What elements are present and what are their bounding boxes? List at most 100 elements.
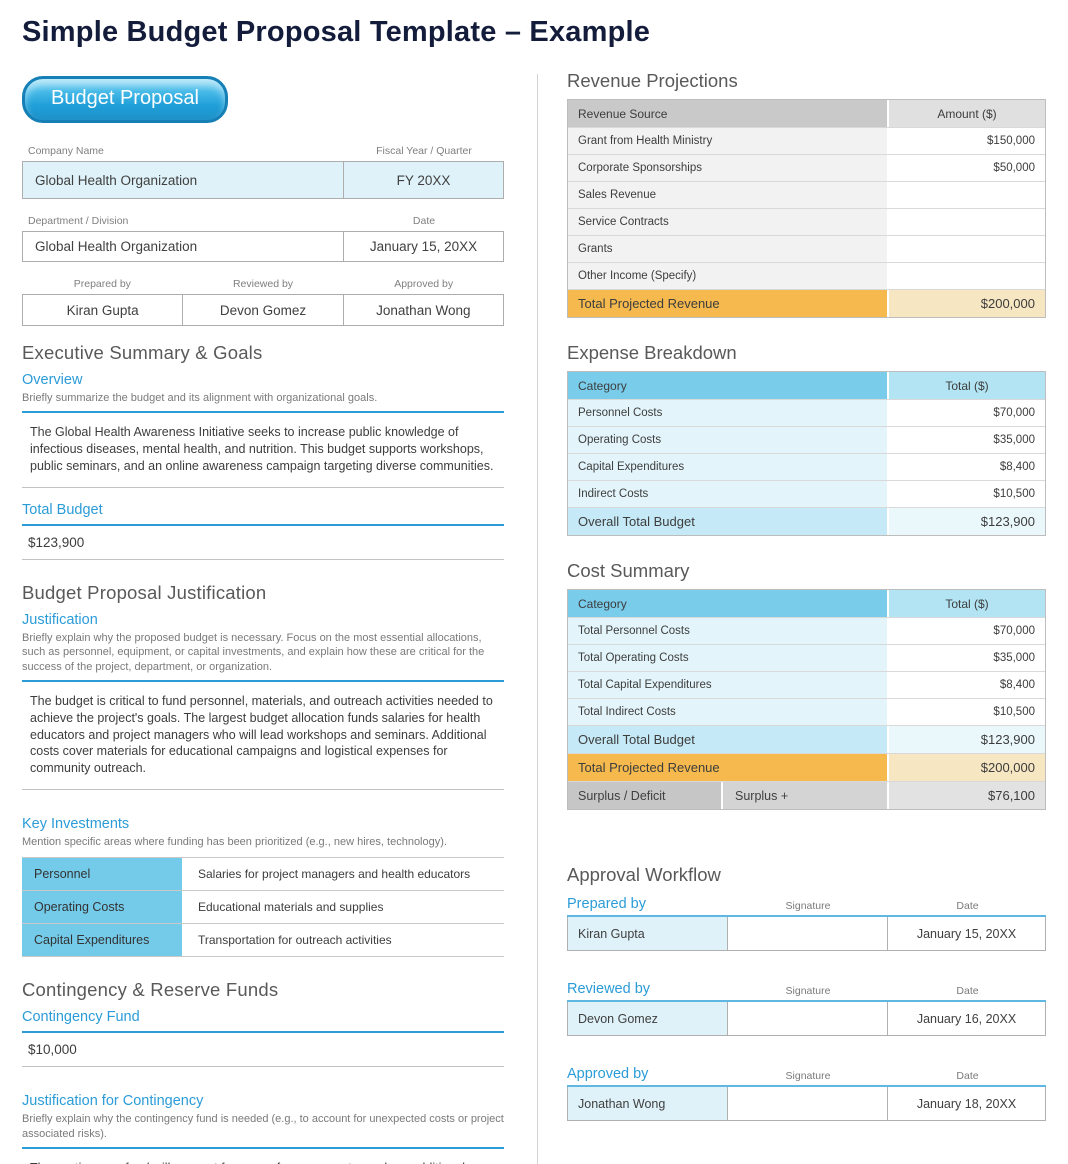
signature-label: Signature (785, 900, 831, 912)
approval-date-cell[interactable]: January 16, 20XX (916, 1011, 1017, 1026)
category-cell: Capital Expenditures (568, 454, 887, 480)
justification-answer[interactable]: The budget is critical to fund personnel… (30, 693, 493, 776)
amount-cell[interactable]: $35,000 (887, 645, 1045, 671)
total-amount-cell[interactable]: $123,900 (887, 726, 1045, 753)
amount-cell[interactable]: $10,500 (887, 699, 1045, 725)
approval-date-cell[interactable]: January 15, 20XX (916, 926, 1017, 941)
table-row: Corporate Sponsorships $50,000 (568, 154, 1045, 181)
approval-labels-row: Reviewed by Signature Date (567, 981, 1046, 997)
contingency-fund-value[interactable]: $10,000 (28, 1042, 77, 1058)
signature-cell[interactable] (728, 917, 888, 950)
table-row: Other Income (Specify) (568, 262, 1045, 289)
date-field[interactable]: January 15, 20XX (344, 231, 504, 262)
amount-cell[interactable]: $50,000 (887, 155, 1045, 181)
contingency-justification-answer[interactable]: The contingency fund will account for an… (22, 1149, 504, 1164)
expense-breakdown-heading: Expense Breakdown (567, 342, 737, 363)
category-column-header: Category (568, 590, 887, 617)
reviewed-by-field[interactable]: Devon Gomez (183, 294, 344, 326)
contingency-heading: Contingency & Reserve Funds (22, 979, 279, 1001)
investment-area-cell[interactable]: Capital Expenditures (22, 924, 182, 957)
amount-cell[interactable] (887, 263, 1045, 289)
revenue-source-cell: Grants (568, 236, 887, 262)
blue-rule (567, 1000, 1046, 1002)
approval-labels-row: Prepared by Signature Date (567, 896, 1046, 912)
prepared-by-role-label: Prepared by (567, 896, 646, 912)
table-row: Kiran Gupta January 15, 20XX (567, 917, 1046, 951)
table-row: Devon Gomez January 16, 20XX (567, 1002, 1046, 1036)
form-fields-row-1: Global Health Organization FY 20XX (22, 161, 504, 199)
total-amount-cell[interactable]: $123,900 (887, 508, 1045, 535)
key-investments-hint: Mention specific areas where funding has… (22, 836, 447, 849)
investment-area-cell[interactable]: Operating Costs (22, 891, 182, 924)
amount-cell[interactable]: $8,400 (887, 454, 1045, 480)
amount-cell[interactable]: $150,000 (887, 128, 1045, 154)
amount-cell[interactable] (887, 209, 1045, 235)
total-amount-cell[interactable]: $200,000 (887, 290, 1045, 317)
category-cell: Total Operating Costs (568, 645, 887, 671)
approver-name-cell[interactable]: Devon Gomez (568, 1002, 728, 1035)
table-row: Total Indirect Costs $10,500 (568, 698, 1045, 725)
company-name-field[interactable]: Global Health Organization (22, 161, 344, 199)
overview-subheading: Overview (22, 372, 83, 388)
amount-cell[interactable]: $10,500 (887, 481, 1045, 507)
investment-description-cell[interactable]: Transportation for outreach activities (198, 933, 392, 948)
gray-rule (22, 486, 504, 488)
amount-cell[interactable]: $70,000 (887, 400, 1045, 426)
revenue-source-cell: Corporate Sponsorships (568, 155, 887, 181)
signature-cell[interactable] (728, 1087, 888, 1120)
approver-name-cell[interactable]: Kiran Gupta (568, 917, 728, 950)
investment-description-cell[interactable]: Salaries for project managers and health… (198, 867, 471, 882)
investment-area-cell[interactable]: Personnel (22, 858, 182, 891)
amount-cell[interactable] (887, 236, 1045, 262)
approval-date-cell[interactable]: January 18, 20XX (916, 1096, 1017, 1111)
table-row: Operating Costs Educational materials an… (22, 891, 504, 925)
revenue-source-cell: Service Contracts (568, 209, 887, 235)
table-row: Grants (568, 235, 1045, 262)
date-label: Date (956, 900, 979, 912)
department-field[interactable]: Global Health Organization (22, 231, 344, 262)
executive-summary-heading: Executive Summary & Goals (22, 342, 263, 363)
total-label-cell: Overall Total Budget (568, 726, 887, 753)
gray-rule (22, 558, 504, 560)
blue-rule (22, 1031, 504, 1034)
revenue-source-cell: Sales Revenue (568, 182, 887, 208)
overview-answer[interactable]: The Global Health Awareness Initiative s… (30, 425, 494, 474)
contingency-justification-subheading: Justification for Contingency (22, 1093, 204, 1110)
blue-rule (22, 679, 504, 682)
amount-cell[interactable]: $8,400 (887, 672, 1045, 698)
table-row: Total Personnel Costs $70,000 (568, 617, 1045, 644)
date-label: Date (412, 215, 436, 227)
prepared-by-block: Prepared by Signature Date Kiran Gupta J… (567, 896, 1046, 951)
amount-cell[interactable]: $70,000 (887, 618, 1045, 644)
contingency-fund-subheading: Contingency Fund (22, 1009, 140, 1026)
company-name-label: Company Name (28, 145, 104, 157)
blue-rule (22, 1147, 504, 1150)
approved-by-field[interactable]: Jonathan Wong (343, 294, 504, 326)
prepared-by-field[interactable]: Kiran Gupta (22, 294, 184, 326)
amount-cell[interactable]: $35,000 (887, 427, 1045, 453)
surplus-amount-cell[interactable]: $76,100 (887, 782, 1045, 809)
table-row: Indirect Costs $10,500 (568, 480, 1045, 507)
surplus-status-cell[interactable]: Surplus + (721, 782, 887, 809)
approved-by-role-label: Approved by (567, 1066, 649, 1082)
table-row: Sales Revenue (568, 181, 1045, 208)
form-labels-row-2: Department / Division Date (22, 215, 504, 227)
fiscal-year-field[interactable]: FY 20XX (344, 161, 504, 199)
investment-description-cell[interactable]: Educational materials and supplies (198, 900, 384, 915)
total-amount-cell[interactable]: $200,000 (887, 754, 1045, 781)
approver-name-cell[interactable]: Jonathan Wong (568, 1087, 728, 1120)
category-cell: Total Capital Expenditures (568, 672, 887, 698)
form-labels-row-3: Prepared by Reviewed by Approved by (22, 278, 504, 290)
revenue-source-cell: Other Income (Specify) (568, 263, 887, 289)
reviewed-by-role-label: Reviewed by (567, 981, 651, 997)
column-divider (537, 74, 538, 1164)
form-labels-row-1: Company Name Fiscal Year / Quarter (22, 145, 504, 157)
gray-rule (22, 789, 504, 791)
budget-proposal-badge: Budget Proposal (22, 76, 228, 123)
table-header-row: Category Total ($) (568, 372, 1045, 399)
total-budget-value[interactable]: $123,900 (28, 534, 85, 550)
table-row: Grant from Health Ministry $150,000 (568, 127, 1045, 154)
category-cell: Personnel Costs (568, 400, 887, 426)
amount-cell[interactable] (887, 182, 1045, 208)
signature-cell[interactable] (728, 1002, 888, 1035)
